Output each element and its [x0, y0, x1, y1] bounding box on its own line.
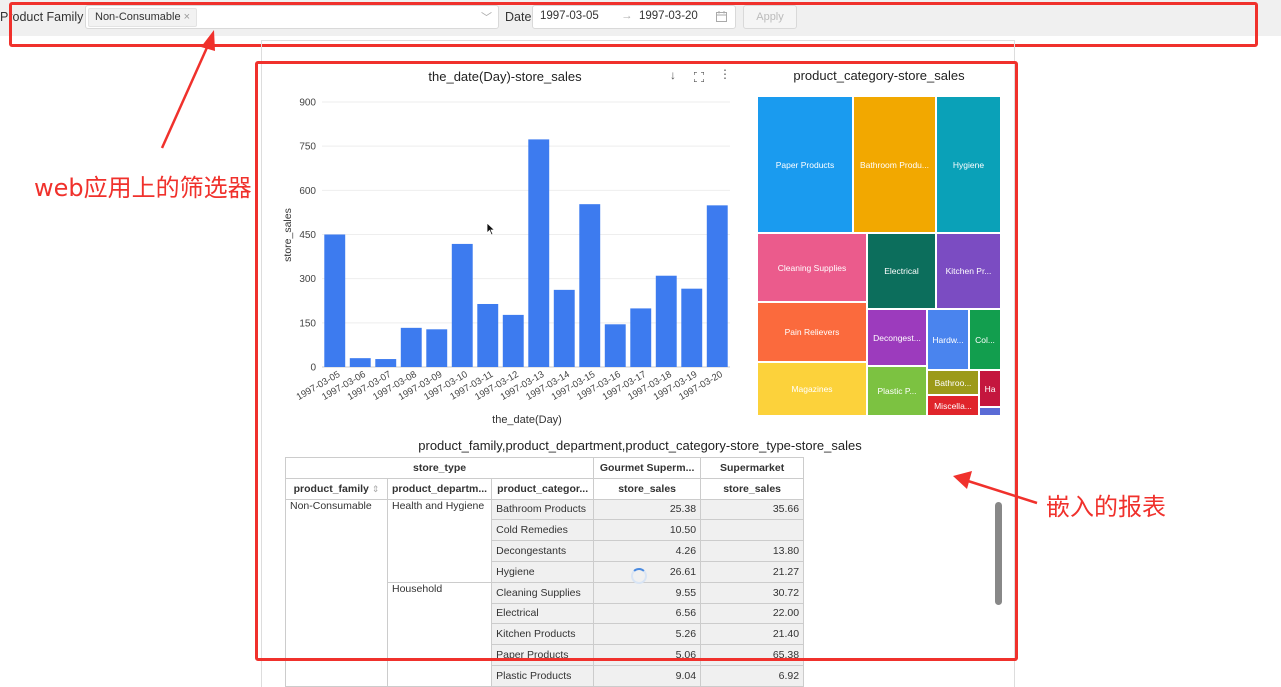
store-type-header: store_type: [284, 457, 595, 479]
filter-arrow: [160, 42, 211, 149]
scrollbar[interactable]: [995, 502, 1002, 605]
treemap-cell[interactable]: [979, 407, 1001, 416]
treemap-cell[interactable]: Electrical: [867, 233, 936, 309]
y-tick-label: 300: [299, 274, 316, 285]
super-sales-cell: 13.80: [700, 540, 805, 562]
filter-annotation: web应用上的筛选器: [34, 174, 252, 202]
treemap-cell[interactable]: Miscella...: [927, 395, 979, 416]
gourmet-sales-cell: 9.55: [593, 581, 702, 604]
treemap-cell[interactable]: Decongest...: [867, 309, 927, 366]
dashboard-panel: [261, 40, 1015, 687]
filter-bar: Product Family Non-Consumable × ﹀ Date 19…: [0, 0, 1281, 36]
treemap-cell[interactable]: Hardw...: [927, 309, 969, 370]
category-cell: Hygiene: [491, 560, 595, 583]
loading-spinner-icon: [631, 568, 647, 584]
filter-arrowhead-icon: [201, 30, 215, 51]
bar[interactable]: [553, 289, 575, 367]
dept-health-cell: Health and Hygiene: [386, 498, 493, 583]
date-range-arrow-icon: →: [621, 10, 633, 22]
calendar-icon[interactable]: [716, 11, 727, 22]
bar[interactable]: [324, 234, 346, 368]
y-tick-label: 450: [299, 230, 316, 241]
report-arrowhead-icon: [953, 471, 972, 489]
treemap-cell[interactable]: Paper Products: [757, 96, 853, 233]
super-sales-cell: 22.00: [700, 602, 805, 625]
dept-household-cell: Household: [386, 581, 493, 687]
bar[interactable]: [655, 275, 677, 367]
category-cell: Cleaning Supplies: [491, 581, 595, 604]
y-tick-label: 750: [299, 142, 316, 153]
bar[interactable]: [477, 303, 499, 367]
treemap-cell[interactable]: Ha: [979, 370, 1001, 407]
date-end-input[interactable]: 1997-03-20: [639, 10, 698, 22]
treemap-cell[interactable]: Bathroo...: [927, 370, 979, 395]
bar[interactable]: [400, 327, 422, 367]
product-family-chip-label: Non-Consumable: [95, 11, 181, 23]
report-highlight-box: [255, 61, 1018, 661]
gourmet-header: Gourmet Superm...: [593, 457, 702, 479]
product-family-label: Product Family: [0, 10, 84, 24]
report-arrow: [967, 479, 1038, 505]
treemap-title: product_category-store_sales: [793, 68, 965, 83]
y-tick-label: 900: [299, 98, 316, 109]
apply-button[interactable]: Apply: [743, 5, 797, 29]
y-tick-label: 150: [299, 318, 316, 329]
bar-chart-title: the_date(Day)-store_sales: [428, 69, 582, 84]
report-annotation: 嵌入的报表: [1046, 493, 1166, 521]
bar[interactable]: [630, 308, 652, 367]
x-axis-label: the_date(Day): [492, 414, 562, 426]
bar[interactable]: [375, 359, 397, 367]
mouse-cursor-icon: [486, 222, 496, 236]
gourmet-sales-cell: 5.26: [593, 623, 702, 646]
category-cell: Electrical: [491, 602, 595, 625]
date-label: Date: [505, 10, 532, 24]
super-sales-cell: [700, 519, 805, 542]
date-start-input[interactable]: 1997-03-05: [540, 10, 599, 22]
treemap-cell[interactable]: Col...: [969, 309, 1001, 370]
chevron-down-icon[interactable]: ﹀: [481, 12, 492, 24]
treemap-cell[interactable]: Plastic P...: [867, 366, 927, 416]
treemap-cell[interactable]: Magazines: [757, 362, 867, 416]
col-department-header[interactable]: product_departm...: [386, 477, 493, 500]
product-family-select[interactable]: Non-Consumable × ﹀: [85, 5, 499, 29]
date-range-picker[interactable]: 1997-03-05 → 1997-03-20: [532, 5, 736, 29]
treemap-cell[interactable]: Pain Relievers: [757, 302, 867, 362]
y-tick-label: 0: [310, 363, 316, 374]
treemap-cell[interactable]: Hygiene: [936, 96, 1001, 233]
bar[interactable]: [604, 324, 626, 367]
super-sales-cell: 35.66: [700, 498, 805, 521]
more-options-icon[interactable]: ⋮: [719, 67, 731, 81]
bar[interactable]: [426, 329, 448, 367]
y-tick-label: 600: [299, 186, 316, 197]
download-icon[interactable]: ↓: [670, 68, 676, 82]
family-cell: Non-Consumable: [285, 498, 388, 687]
super-sales-cell: 6.92: [700, 664, 805, 687]
filter-highlight-box: [9, 2, 1258, 47]
bar[interactable]: [706, 205, 728, 367]
bar[interactable]: [528, 139, 550, 367]
treemap-cell[interactable]: Kitchen Pr...: [936, 233, 1001, 309]
bar[interactable]: [579, 204, 601, 367]
bar[interactable]: [681, 288, 703, 367]
bar[interactable]: [349, 358, 371, 367]
pivot-title: product_family,product_department,produc…: [418, 438, 862, 453]
bar[interactable]: [502, 314, 524, 367]
gourmet-sales-cell: 6.56: [593, 602, 702, 625]
gourmet-sales-cell: 4.26: [593, 540, 702, 562]
category-cell: Plastic Products: [491, 664, 595, 687]
super-sales-cell: 21.27: [700, 560, 805, 583]
category-cell: Bathroom Products: [491, 498, 595, 521]
super-sales-cell: 30.72: [700, 581, 805, 604]
gourmet-sales-cell: 10.50: [593, 519, 702, 542]
chip-remove-icon[interactable]: ×: [183, 11, 191, 23]
product-family-chip[interactable]: Non-Consumable ×: [88, 8, 198, 27]
y-axis-label: store_sales: [282, 208, 294, 262]
treemap-cell[interactable]: Cleaning Supplies: [757, 233, 867, 302]
bar[interactable]: [451, 243, 473, 367]
supermarket-header: Supermarket: [700, 457, 805, 479]
treemap-cell[interactable]: Bathroom Produ...: [853, 96, 936, 233]
